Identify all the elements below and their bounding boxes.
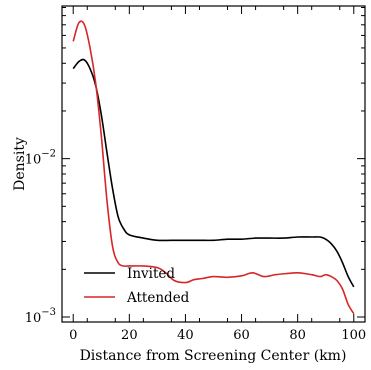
plot-frame (61, 5, 366, 323)
y-axis-label: Density (12, 137, 28, 191)
legend: Invited Attended (84, 266, 190, 306)
y-tick-label: 10−3 (25, 307, 56, 326)
legend-label-attended: Attended (126, 290, 190, 306)
x-tick-label: 80 (289, 328, 306, 343)
x-axis-label: Distance from Screening Center (km) (80, 348, 347, 364)
series-layer (72, 20, 355, 315)
x-tick-labels: 0 20 40 60 80 100 (69, 328, 366, 343)
axis-ticks (62, 6, 365, 322)
x-tick-label: 40 (177, 328, 194, 343)
series-line-attended (72, 20, 355, 315)
x-tick-label: 100 (341, 328, 366, 343)
legend-label-invited: Invited (127, 266, 175, 282)
series-line-invited (72, 58, 355, 288)
x-tick-label: 20 (121, 328, 138, 343)
x-tick-label: 0 (69, 328, 77, 343)
x-tick-label: 60 (233, 328, 250, 343)
y-tick-label: 10−2 (25, 149, 56, 168)
y-tick-labels: 10−2 10−3 (25, 149, 56, 326)
